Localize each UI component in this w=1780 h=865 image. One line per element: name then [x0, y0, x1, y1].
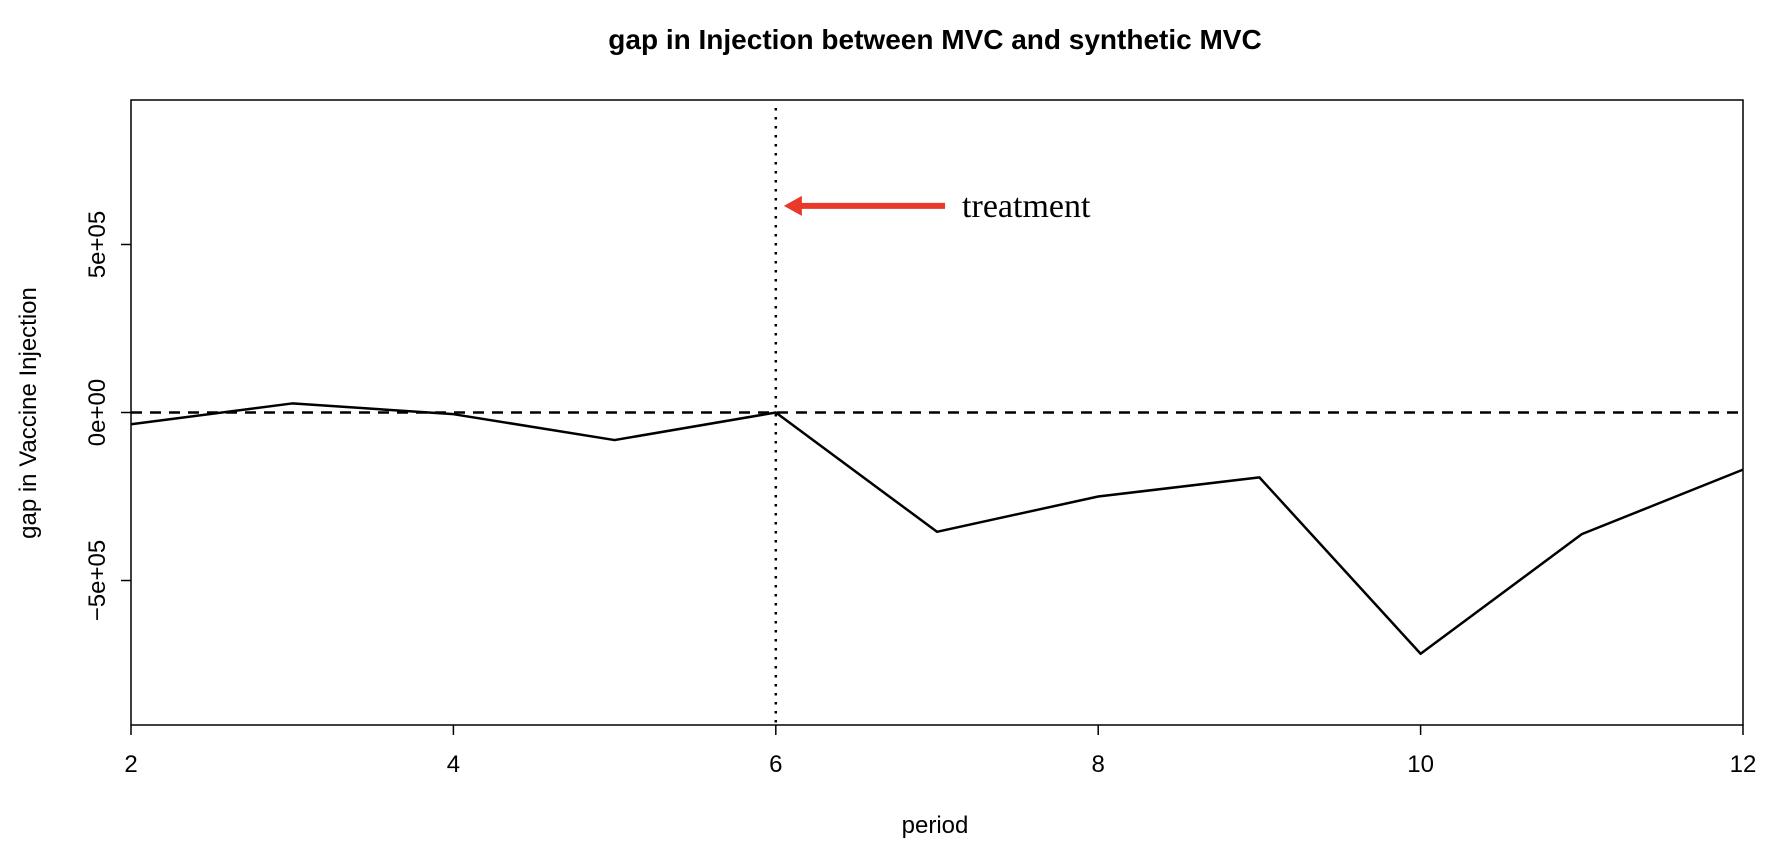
x-tick-label: 10: [1407, 751, 1434, 778]
y-axis-label: gap in Vaccine Injection: [15, 287, 42, 539]
treatment-annotation: treatment: [962, 188, 1091, 225]
x-tick-label: 6: [769, 751, 782, 778]
plot-area: 2 4 6 8 10 12 −5e+05 0e+00 5e+05 treatment: [84, 99, 1757, 778]
y-tick-label: 0e+00: [84, 379, 111, 446]
y-tick-label: 5e+05: [84, 211, 111, 278]
x-tick-label: 4: [447, 751, 460, 778]
y-tick-label: −5e+05: [84, 540, 111, 621]
x-axis-label: period: [902, 812, 969, 839]
x-tick-label: 2: [124, 751, 137, 778]
treatment-arrow-head: [783, 195, 802, 216]
series-line: [130, 402, 1744, 656]
chart-title: gap in Injection between MVC and synthet…: [608, 24, 1261, 55]
x-tick-label: 8: [1092, 751, 1105, 778]
x-tick-label: 12: [1730, 751, 1757, 778]
